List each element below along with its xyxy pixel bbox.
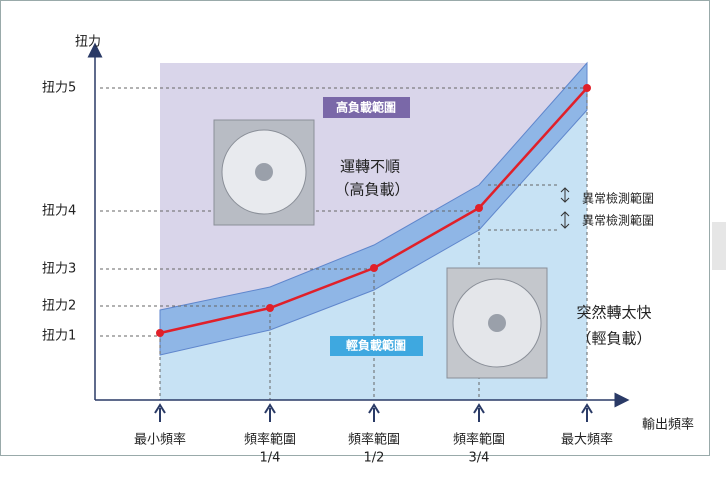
x-axis-label: 輸出頻率 — [642, 417, 694, 433]
point — [475, 204, 483, 212]
side-tab — [712, 222, 726, 270]
x-tick-label: 頻率範圍 — [348, 432, 400, 448]
high-region-label: 高負載範圍 — [336, 100, 396, 115]
low-region-box — [330, 336, 423, 356]
annotation: 異常檢測範圍 — [582, 191, 654, 206]
annotation: （輕負載） — [576, 330, 651, 348]
x-tick-label: 1/4 — [260, 451, 281, 466]
tick-arrow — [154, 403, 166, 422]
annotation: 異常檢測範圍 — [582, 213, 654, 228]
y-tick-label: 扭力3 — [42, 262, 76, 277]
fan-light — [446, 267, 548, 379]
point — [156, 329, 164, 337]
fan-high — [213, 119, 315, 226]
detect-arrows — [560, 187, 570, 229]
x-tick-label: 最大頻率 — [561, 432, 613, 448]
x-tick-label: 頻率範圍 — [244, 432, 296, 448]
x-tick-label: 頻率範圍 — [453, 432, 505, 448]
normal-band — [159, 61, 588, 356]
y-tick-label: 扭力1 — [42, 329, 76, 344]
tick-arrow — [368, 403, 380, 422]
high-region-box — [323, 97, 410, 118]
annotation: 突然轉太快 — [576, 304, 651, 322]
low-region-label: 輕負載範圍 — [346, 338, 406, 353]
y-axis-label: 扭力 — [75, 35, 101, 50]
x-tick-label: 1/2 — [364, 451, 385, 466]
tick-arrow — [581, 403, 593, 422]
y-tick-label: 扭力2 — [42, 299, 76, 314]
annotation: （高負載） — [334, 181, 409, 199]
point — [266, 304, 274, 312]
y-tick-label: 扭力5 — [42, 81, 76, 96]
tick-arrow — [264, 403, 276, 422]
x-tick-label: 3/4 — [469, 451, 490, 466]
annotation: 運轉不順 — [340, 158, 400, 176]
x-tick-label: 最小頻率 — [134, 432, 186, 448]
point — [370, 264, 378, 272]
point — [583, 84, 591, 92]
y-tick-label: 扭力4 — [42, 204, 76, 219]
tick-arrow — [473, 403, 485, 422]
